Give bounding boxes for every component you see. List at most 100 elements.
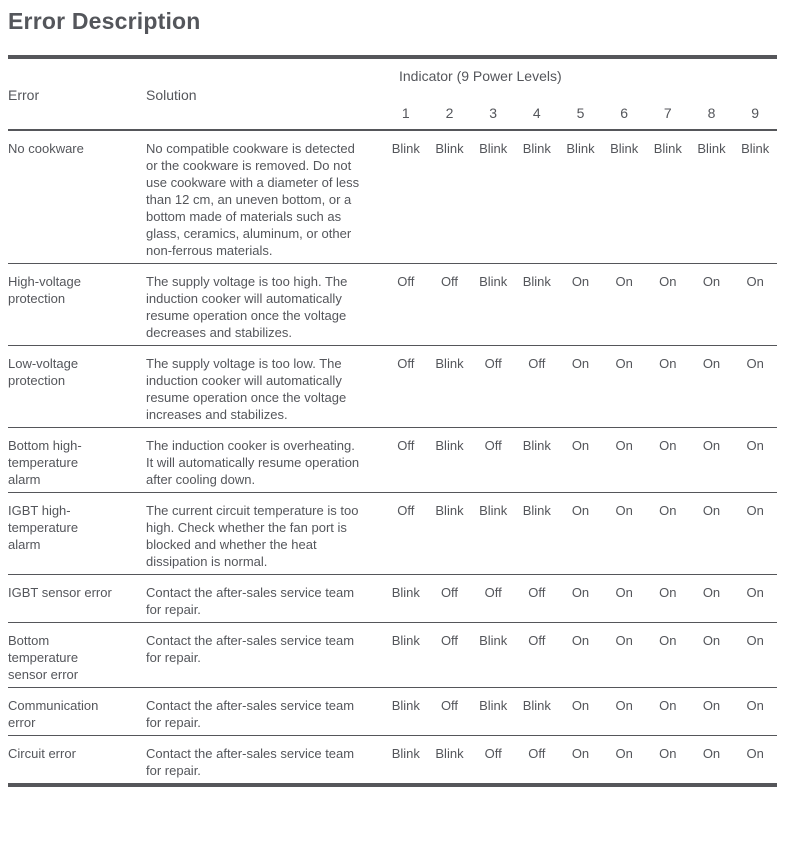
indicator-value: Blink: [479, 633, 508, 648]
indicator-value: Blink: [566, 141, 595, 156]
indicator-value: On: [659, 503, 677, 518]
solution-cell: No compatible cookware is detected or th…: [146, 141, 360, 258]
indicator-value: Off: [440, 633, 459, 648]
error-cell: IGBT high-temperature alarm: [8, 503, 79, 552]
indicator-value: Off: [440, 698, 459, 713]
indicator-value: On: [615, 438, 633, 453]
indicator-value: Off: [397, 274, 415, 289]
error-cell: Bottom high-temperature alarm: [8, 438, 82, 487]
bottom-rule: [8, 783, 777, 787]
indicator-value: On: [615, 746, 633, 761]
column-header-indicator-group: Indicator (9 Power Levels) 1 2 3 4 5 6 7…: [384, 68, 777, 122]
solution-cell: The supply voltage is too low. The induc…: [146, 356, 347, 422]
indicator-value: Off: [484, 585, 502, 600]
indicator-value: On: [702, 438, 721, 453]
indicator-value: Blink: [522, 141, 551, 156]
indicator-value: On: [615, 503, 633, 518]
level-label: 3: [489, 105, 498, 121]
indicator-value: On: [659, 746, 677, 761]
indicator-value: Off: [440, 274, 459, 289]
indicator-value: Blink: [435, 356, 464, 371]
indicator-value: Blink: [479, 141, 508, 156]
level-label: 8: [707, 105, 716, 121]
error-cell: Communication error: [8, 698, 99, 730]
error-cell: Low-voltage protection: [8, 356, 79, 388]
indicator-value: Blink: [522, 274, 551, 289]
solution-cell: Contact the after-sales service team for…: [146, 746, 355, 778]
level-label: 5: [576, 105, 585, 121]
indicator-value: On: [702, 585, 721, 600]
indicator-value: Blink: [522, 438, 551, 453]
indicator-value: On: [746, 698, 764, 713]
error-cell: IGBT sensor error: [8, 585, 112, 600]
indicator-value: On: [746, 356, 764, 371]
indicator-value: Off: [528, 633, 546, 648]
indicator-value: On: [746, 274, 764, 289]
indicator-value: On: [571, 585, 590, 600]
level-label: 6: [620, 105, 629, 121]
indicator-value: On: [746, 746, 764, 761]
indicator-value: On: [571, 746, 590, 761]
error-cell: No cookware: [8, 141, 84, 156]
indicator-values: Blink Off Off Off On On On On On: [384, 584, 777, 601]
indicator-value: On: [571, 438, 590, 453]
indicator-value: Blink: [697, 141, 726, 156]
indicator-value: Off: [484, 746, 502, 761]
indicator-values: Off Blink Off Blink On On On On On: [384, 437, 777, 454]
table-body: No cookware No compatible cookware is de…: [8, 131, 777, 783]
indicator-values: Blink Off Blink Off On On On On On: [384, 632, 777, 649]
indicator-value: On: [659, 698, 677, 713]
indicator-value: On: [702, 633, 721, 648]
indicator-value: Blink: [391, 746, 420, 761]
indicator-value: On: [702, 698, 721, 713]
solution-cell: Contact the after-sales service team for…: [146, 698, 355, 730]
indicator-value: Off: [484, 356, 502, 371]
indicator-value: Off: [528, 585, 546, 600]
solution-cell: Contact the after-sales service team for…: [146, 585, 355, 617]
indicator-value: Off: [397, 503, 415, 518]
solution-cell: The supply voltage is too high. The indu…: [146, 274, 348, 340]
error-cell: High-voltage protection: [8, 274, 81, 306]
indicator-value: Blink: [522, 503, 551, 518]
top-rule: [8, 55, 777, 59]
indicator-value: Blink: [479, 274, 508, 289]
indicator-values: Off Blink Off Off On On On On On: [384, 355, 777, 372]
indicator-value: On: [571, 356, 590, 371]
indicator-value: On: [615, 356, 633, 371]
column-header-error: Error: [8, 86, 40, 103]
indicator-value: Off: [397, 356, 415, 371]
table-row: Low-voltage protection The supply voltag…: [8, 346, 777, 428]
indicator-value: Blink: [391, 698, 420, 713]
indicator-value: Off: [484, 438, 502, 453]
level-label: 7: [663, 105, 672, 121]
manual-page: Error Description Error Solution Indicat…: [8, 0, 777, 787]
indicator-value: On: [615, 274, 633, 289]
table-row: High-voltage protection The supply volta…: [8, 264, 777, 346]
indicator-value: On: [702, 503, 721, 518]
indicator-value: On: [746, 438, 764, 453]
indicator-values: Blink Blink Off Off On On On On On: [384, 745, 777, 762]
indicator-value: On: [571, 274, 590, 289]
indicator-value: On: [659, 633, 677, 648]
indicator-value: On: [659, 585, 677, 600]
table-row: No cookware No compatible cookware is de…: [8, 131, 777, 264]
indicator-value: Blink: [391, 633, 420, 648]
table-row: IGBT high-temperature alarm The current …: [8, 493, 777, 575]
indicator-value: On: [571, 633, 590, 648]
indicator-group-label: Indicator (9 Power Levels): [399, 68, 562, 84]
indicator-value: Blink: [522, 698, 551, 713]
level-label: 9: [751, 105, 760, 121]
indicator-value: Blink: [653, 141, 682, 156]
indicator-value: Blink: [479, 503, 508, 518]
indicator-value: On: [746, 503, 764, 518]
indicator-value: On: [615, 698, 633, 713]
indicator-value: On: [659, 274, 677, 289]
indicator-value: Blink: [435, 746, 464, 761]
indicator-value: Blink: [435, 503, 464, 518]
column-header-solution: Solution: [146, 86, 197, 103]
indicator-value: On: [659, 356, 677, 371]
indicator-values: Off Off Blink Blink On On On On On: [384, 273, 777, 290]
table-row: Communication error Contact the after-sa…: [8, 688, 777, 736]
indicator-value: Blink: [741, 141, 770, 156]
indicator-values: Blink Blink Blink Blink Blink Blink Blink Blink…: [384, 140, 777, 157]
